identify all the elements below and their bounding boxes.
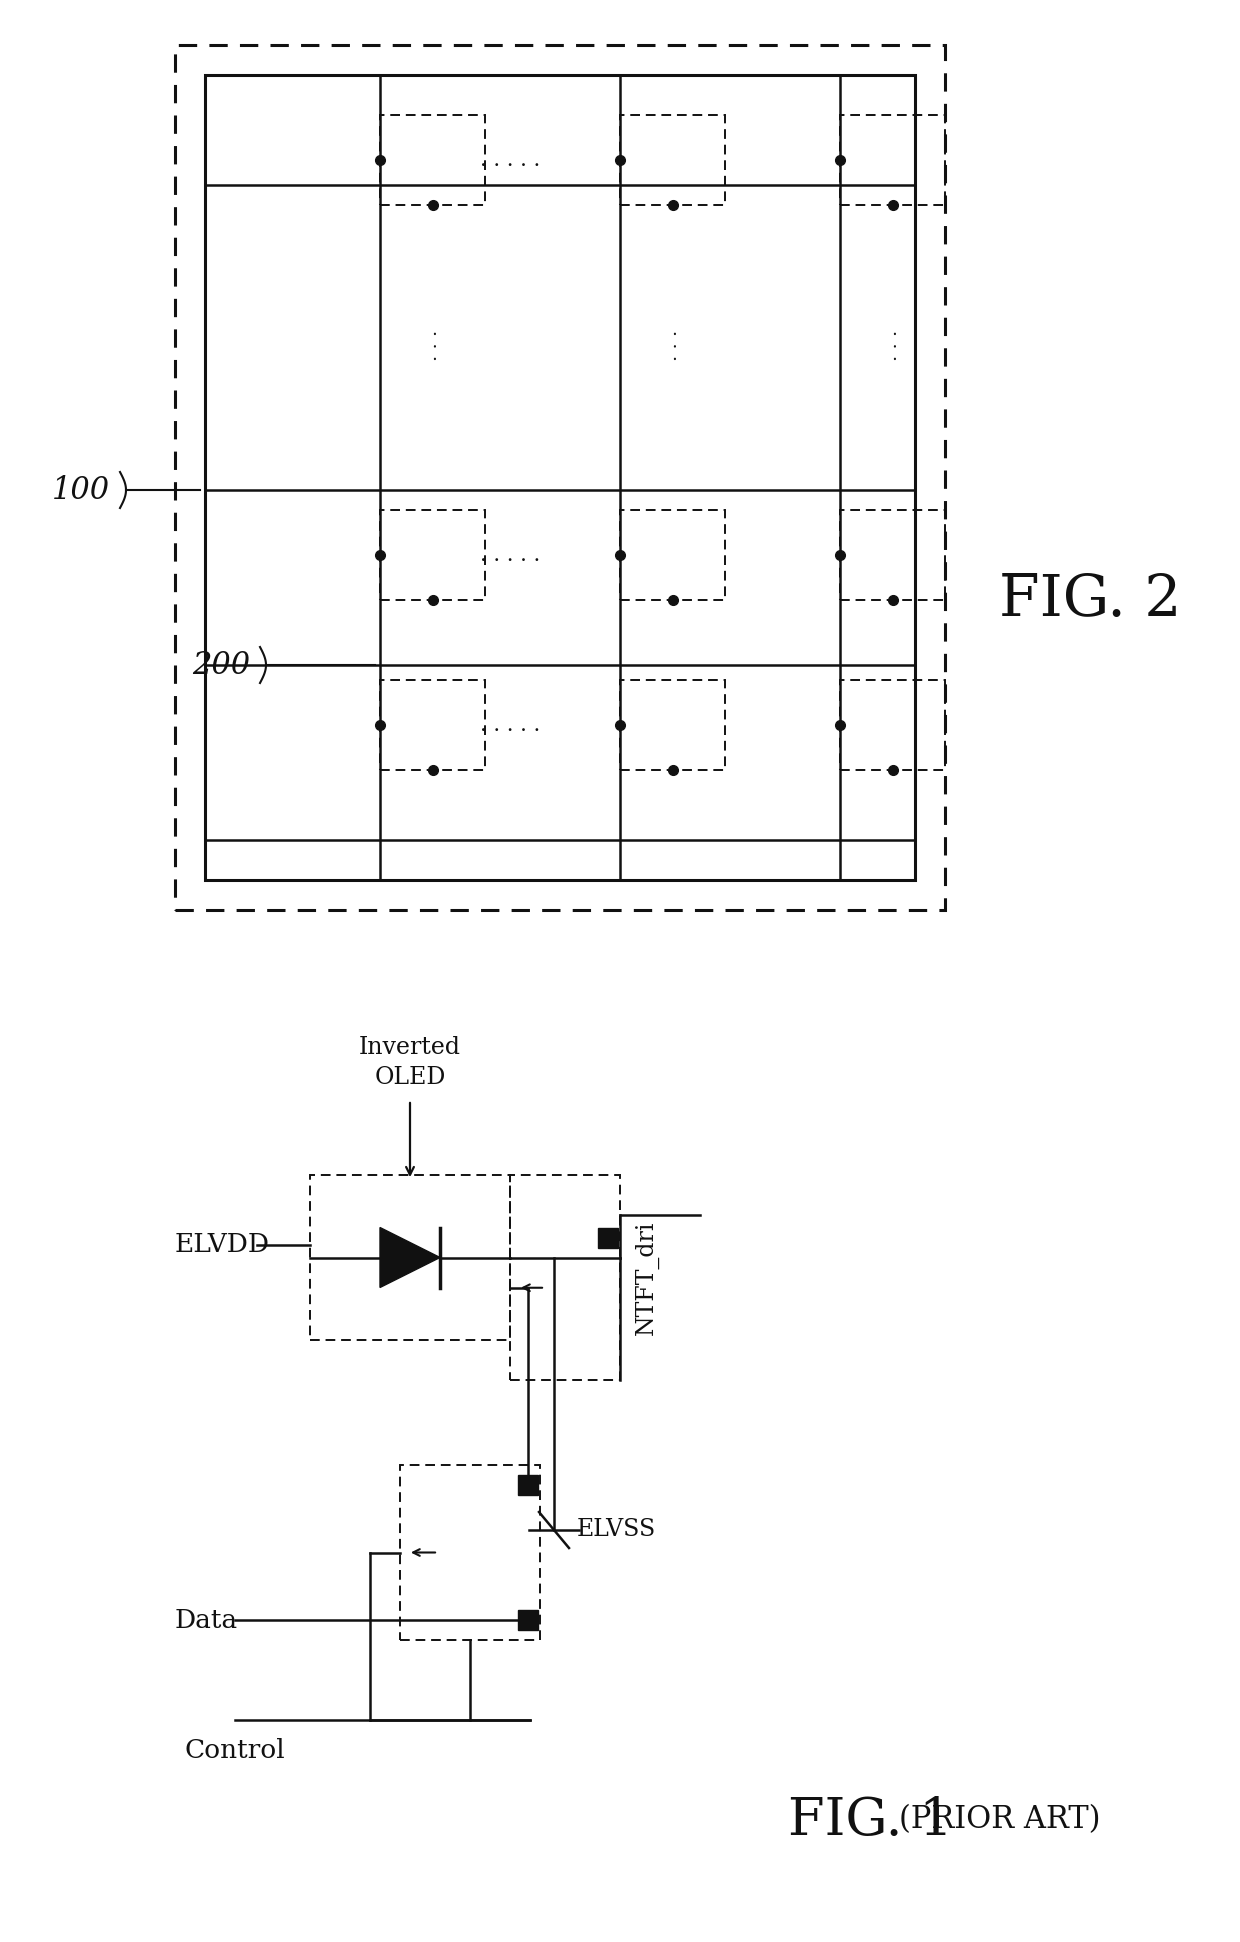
Bar — [839, 115, 945, 206]
Bar — [510, 1175, 620, 1381]
Bar — [175, 45, 945, 911]
Bar — [379, 115, 485, 206]
Text: Data: Data — [175, 1608, 238, 1633]
Bar — [598, 1227, 618, 1247]
Bar — [839, 680, 945, 769]
Text: . . . . .: . . . . . — [480, 150, 541, 169]
Bar — [518, 1476, 538, 1495]
Text: . . .: . . . — [423, 330, 441, 361]
Text: 100: 100 — [52, 474, 110, 505]
Bar — [518, 1610, 538, 1629]
Text: (PRIOR ART): (PRIOR ART) — [899, 1804, 1101, 1835]
Text: OLED: OLED — [374, 1066, 445, 1089]
Bar — [620, 115, 725, 206]
Text: Inverted: Inverted — [360, 1037, 461, 1060]
Text: . . .: . . . — [883, 330, 901, 361]
Text: ELVSS: ELVSS — [577, 1519, 656, 1542]
Text: ELVDD: ELVDD — [175, 1233, 270, 1258]
Bar — [205, 76, 915, 880]
Polygon shape — [379, 1227, 440, 1288]
Text: . . .: . . . — [663, 330, 681, 361]
Bar — [620, 511, 725, 600]
Text: . . . . .: . . . . . — [480, 546, 541, 565]
Bar — [379, 511, 485, 600]
Text: Control: Control — [185, 1738, 285, 1763]
Bar — [839, 511, 945, 600]
Text: 200: 200 — [192, 649, 250, 680]
Bar — [310, 1175, 510, 1340]
Text: FIG. 1: FIG. 1 — [787, 1794, 952, 1845]
Text: FIG. 2: FIG. 2 — [998, 573, 1182, 627]
Text: . . . . .: . . . . . — [480, 715, 541, 734]
Text: NTFT_dri: NTFT_dri — [635, 1220, 660, 1334]
Bar — [620, 680, 725, 769]
Bar — [379, 680, 485, 769]
Bar — [401, 1464, 539, 1639]
